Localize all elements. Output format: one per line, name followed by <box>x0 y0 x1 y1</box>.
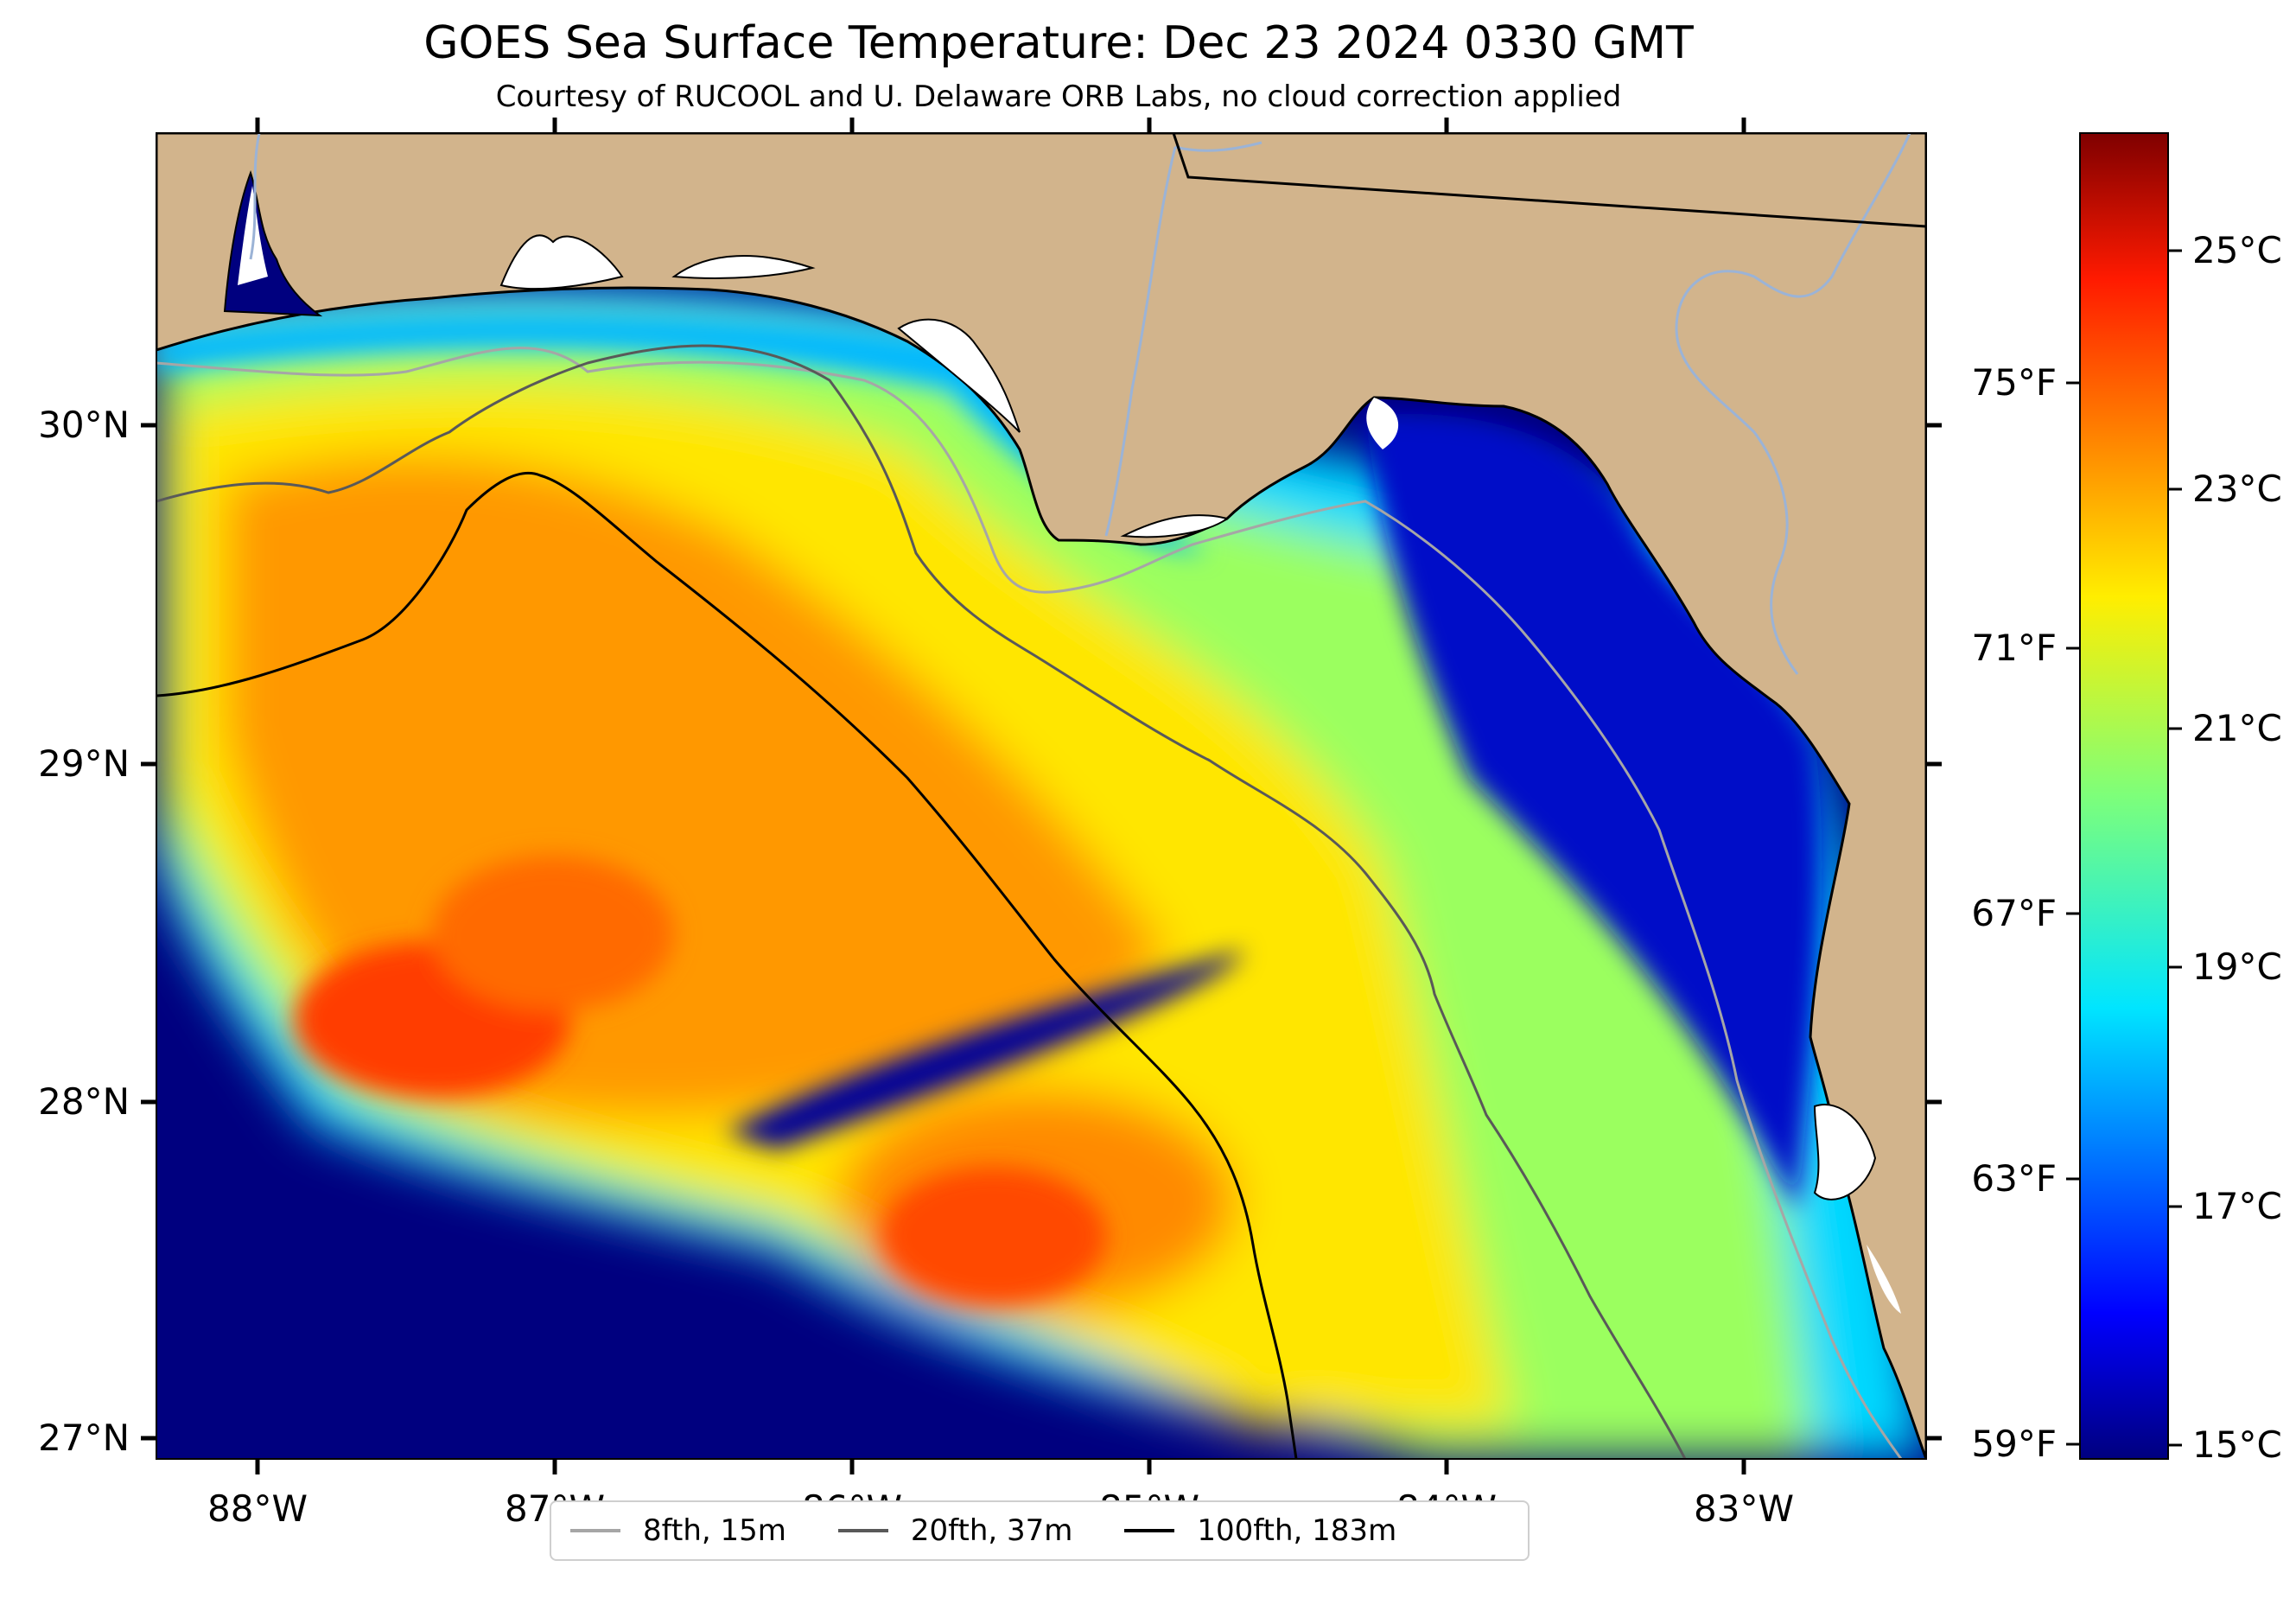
lat-label-29n: 29°N <box>38 742 130 785</box>
colorbar-c-21: 21°C <box>2192 707 2282 749</box>
colorbar-c-19: 19°C <box>2192 946 2282 988</box>
coastal-bay-nodata <box>1120 514 1230 538</box>
colorbar-f-59: 59°F <box>1971 1423 2057 1465</box>
legend-item-8fth: 8fth, 15m <box>570 1513 786 1548</box>
sst-map-area <box>156 133 1926 1459</box>
legend-label-100fth: 100fth, 183m <box>1197 1513 1397 1548</box>
colorbar-c-25: 25°C <box>2192 229 2282 271</box>
river <box>1174 141 1262 152</box>
coastal-bay-nodata <box>671 255 816 279</box>
state-boundary <box>1172 133 1926 228</box>
legend-swatch-100fth <box>1124 1529 1175 1532</box>
tampa-bay-nodata <box>1813 1104 1877 1200</box>
isobath-20fth <box>156 344 1687 1459</box>
lon-label-88w: 88°W <box>207 1487 308 1530</box>
lat-label-28n: 28°N <box>38 1080 130 1123</box>
apalachicola-river <box>1104 146 1177 537</box>
suwannee-river <box>1675 133 1911 675</box>
coastal-bay-nodata <box>897 318 1021 433</box>
legend-label-20fth: 20fth, 37m <box>910 1513 1073 1548</box>
coastal-bay-nodata <box>1366 398 1399 449</box>
legend-item-100fth: 100fth, 183m <box>1124 1513 1396 1548</box>
colorbar-c-15: 15°C <box>2192 1423 2282 1466</box>
river <box>249 133 261 260</box>
coastal-bay-nodata <box>1867 1245 1901 1314</box>
isobath-legend: 8fth, 15m 20fth, 37m 100fth, 183m <box>550 1500 1530 1561</box>
colorbar-gradient <box>2079 132 2169 1460</box>
colorbar-f-71: 71°F <box>1971 627 2057 669</box>
lat-label-30n: 30°N <box>38 404 130 446</box>
isobath-100fth <box>156 471 1298 1459</box>
lon-label-83w: 83°W <box>1694 1487 1794 1530</box>
legend-item-20fth: 20fth, 37m <box>837 1513 1073 1548</box>
legend-swatch-20fth <box>837 1529 888 1532</box>
colorbar-c-23: 23°C <box>2192 468 2282 510</box>
isobath-8fth <box>156 347 1903 1459</box>
map-title: GOES Sea Surface Temperature: Dec 23 202… <box>423 17 1694 69</box>
legend-label-8fth: 8fth, 15m <box>643 1513 786 1548</box>
coastal-bay-nodata <box>499 234 624 290</box>
map-subtitle: Courtesy of RUCOOL and U. Delaware ORB L… <box>495 80 1622 114</box>
colorbar-f-67: 67°F <box>1971 892 2057 934</box>
lat-label-27n: 27°N <box>38 1417 130 1459</box>
legend-swatch-8fth <box>570 1529 620 1532</box>
colorbar: 25°C 23°C 21°C 19°C 17°C 15°C 75°F 71°F … <box>1971 132 2282 1466</box>
colorbar-c-17: 17°C <box>2192 1185 2282 1227</box>
colorbar-f-75: 75°F <box>1971 361 2057 404</box>
latitude-axis: 30°N 29°N 28°N 27°N <box>38 404 1942 1459</box>
colorbar-f-63: 63°F <box>1971 1157 2057 1200</box>
map-frame <box>156 132 1927 1460</box>
